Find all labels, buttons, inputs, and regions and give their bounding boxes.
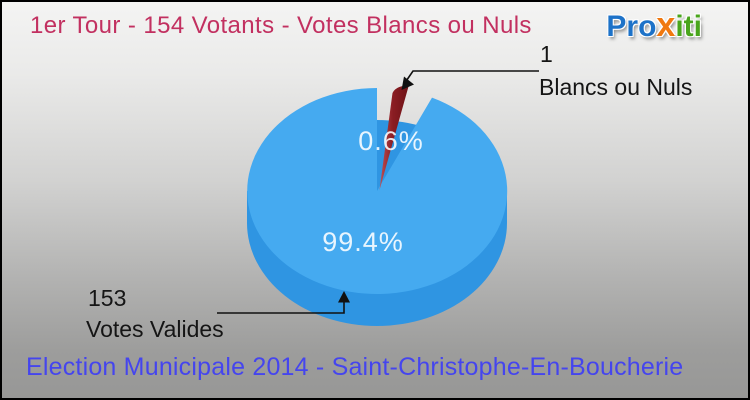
pie-slice-blancs [379,85,409,190]
pie-slice-valides [247,88,508,294]
logo-x-icon: x [656,6,676,44]
label-pct-valides: 99.4% [322,227,404,257]
arrow-valides [217,291,350,314]
callout-valides-value: 153 [88,285,127,311]
logo-text-iti: iti [675,10,702,43]
footer-title: Election Municipale 2014 - Saint-Christo… [26,353,684,381]
label-pct-blancs: 0.6% [358,126,424,156]
proxiti-logo[interactable]: Proxiti [606,8,702,44]
callout-blancs-value: 1 [540,41,553,67]
arrow-blancs [401,70,539,90]
logo-text-pro: Pro [606,10,657,43]
page-title: 1er Tour - 154 Votants - Votes Blancs ou… [30,12,532,39]
callout-blancs-label: Blancs ou Nuls [539,74,693,100]
callout-valides-label: Votes Valides [86,316,224,342]
